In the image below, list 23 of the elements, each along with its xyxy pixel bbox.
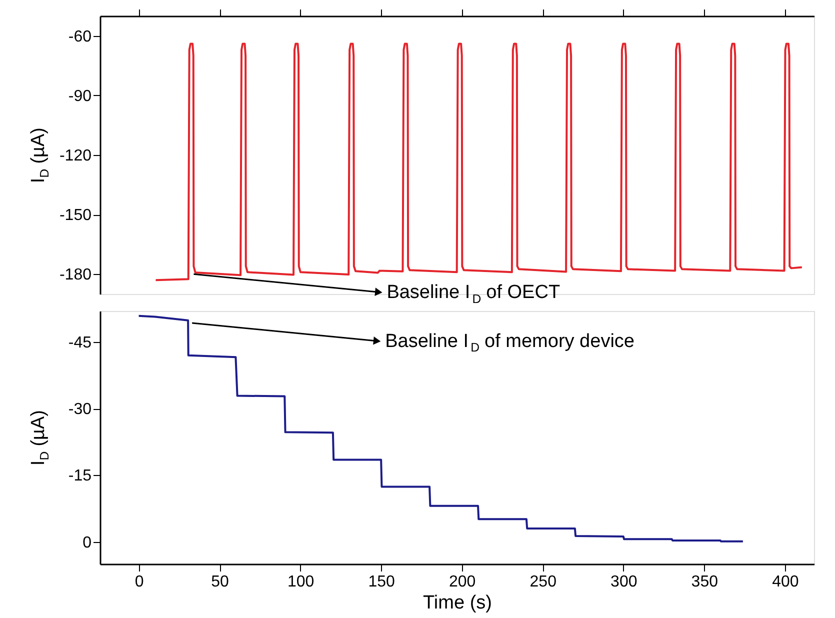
x-tick-label: 100	[287, 574, 314, 590]
line-series	[154, 42, 803, 282]
x-tick-label: 250	[530, 574, 557, 590]
line-series	[138, 314, 744, 542]
y-tick-label: -90	[68, 88, 92, 105]
y-tick-label: 0	[82, 534, 92, 552]
x-axis-title: Time (s)	[423, 592, 492, 614]
y-tick-label: -30	[68, 401, 92, 418]
x-tick-label: 300	[610, 574, 638, 590]
y-tick-label: -120	[59, 148, 92, 164]
y-tick-label: -180	[59, 266, 92, 284]
y-axis-title: ID (µA)	[28, 410, 52, 466]
y-tick-label: -15	[68, 468, 92, 485]
x-tick-label: 350	[691, 574, 718, 590]
y-tick-label: -45	[68, 334, 92, 352]
x-tick-label: 0	[134, 574, 144, 590]
y-tick-label: -60	[68, 28, 92, 46]
y-tick-label: -150	[59, 207, 92, 224]
x-tick-label: 400	[772, 574, 799, 590]
y-axis-title: ID (µA)	[28, 128, 52, 184]
x-tick-label: 50	[211, 574, 230, 590]
x-tick-label: 150	[368, 574, 396, 590]
x-tick-label: 200	[448, 574, 476, 590]
